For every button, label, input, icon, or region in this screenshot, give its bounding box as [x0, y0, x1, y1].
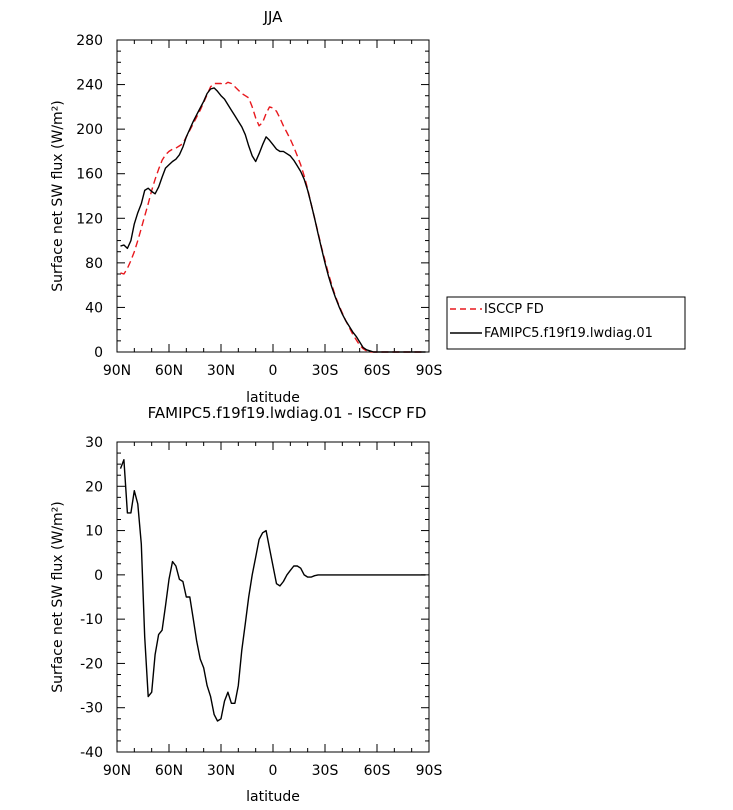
bottom-x-tick-label: 90N	[103, 763, 131, 779]
bottom-x-tick-label: 60N	[155, 763, 183, 779]
bottom-axis-ticks: 90N 60N 30N 0 30S 60S 90S -40 -30 -20 -10 0 10 20 30	[80, 435, 442, 779]
bottom-y-tick-label: 10	[85, 524, 103, 540]
top-y-tick-label: 120	[76, 211, 103, 227]
bottom-y-tick-label: -10	[80, 612, 103, 628]
bottom-x-tick-label: 0	[269, 763, 278, 779]
top-x-tick-label: 30N	[207, 363, 235, 379]
bottom-y-tick-label: 0	[94, 568, 103, 584]
top-y-tick-label: 240	[76, 78, 103, 94]
bottom-y-tick-label: -20	[80, 656, 103, 672]
bottom-plot-frame	[116, 441, 430, 753]
bottom-y-tick-label: -30	[80, 701, 103, 717]
top-panel: JJA 90N 60N 30N 0 30S 60S 90S 0 40 80 120 160 200 240…	[50, 8, 442, 406]
bottom-panel: FAMIPC5.f19f19.lwdiag.01 - ISCCP FD 90N 6…	[50, 404, 442, 805]
top-x-axis-label: latitude	[246, 390, 300, 406]
top-x-tick-label: 60S	[364, 363, 391, 379]
bottom-x-axis-label: latitude	[246, 789, 300, 805]
legend-box	[446, 296, 686, 350]
bottom-y-tick-label: -40	[80, 745, 103, 761]
legend: ISCCP FD FAMIPC5.f19f19.lwdiag.01	[446, 296, 686, 350]
legend-label-famipc5: FAMIPC5.f19f19.lwdiag.01	[484, 326, 653, 341]
bottom-chart-title: FAMIPC5.f19f19.lwdiag.01 - ISCCP FD	[148, 404, 427, 422]
top-series-group	[120, 81, 426, 353]
top-y-tick-label: 80	[85, 256, 103, 272]
bottom-y-axis-label: Surface net SW flux (W/m²)	[50, 501, 66, 693]
top-chart-title: JJA	[263, 8, 284, 26]
top-series-line-model	[120, 87, 426, 353]
top-y-tick-label: 0	[94, 345, 103, 361]
top-series-line-isccp	[120, 81, 426, 353]
top-axis-ticks: 90N 60N 30N 0 30S 60S 90S 0 40 80 120 160 200 240 280	[76, 33, 442, 379]
top-x-tick-label: 30S	[312, 363, 339, 379]
bottom-series-group	[119, 459, 426, 722]
top-x-tick-label: 90N	[103, 363, 131, 379]
top-x-tick-label: 60N	[155, 363, 183, 379]
legend-label-isccp: ISCCP FD	[484, 302, 544, 317]
bottom-series-line-model	[119, 459, 426, 722]
top-y-tick-label: 200	[76, 122, 103, 138]
top-y-tick-label: 160	[76, 167, 103, 183]
bottom-x-tick-label: 60S	[364, 763, 391, 779]
bottom-y-tick-label: 20	[85, 479, 103, 495]
bottom-x-tick-label: 30S	[312, 763, 339, 779]
bottom-x-tick-label: 30N	[207, 763, 235, 779]
top-x-tick-label: 90S	[416, 363, 443, 379]
top-y-tick-label: 40	[85, 300, 103, 316]
bottom-x-tick-label: 90S	[416, 763, 443, 779]
top-plot-frame	[116, 39, 430, 353]
top-y-axis-label: Surface net SW flux (W/m²)	[50, 100, 66, 292]
top-y-tick-label: 280	[76, 33, 103, 49]
top-x-tick-label: 0	[269, 363, 278, 379]
bottom-y-tick-label: 30	[85, 435, 103, 451]
